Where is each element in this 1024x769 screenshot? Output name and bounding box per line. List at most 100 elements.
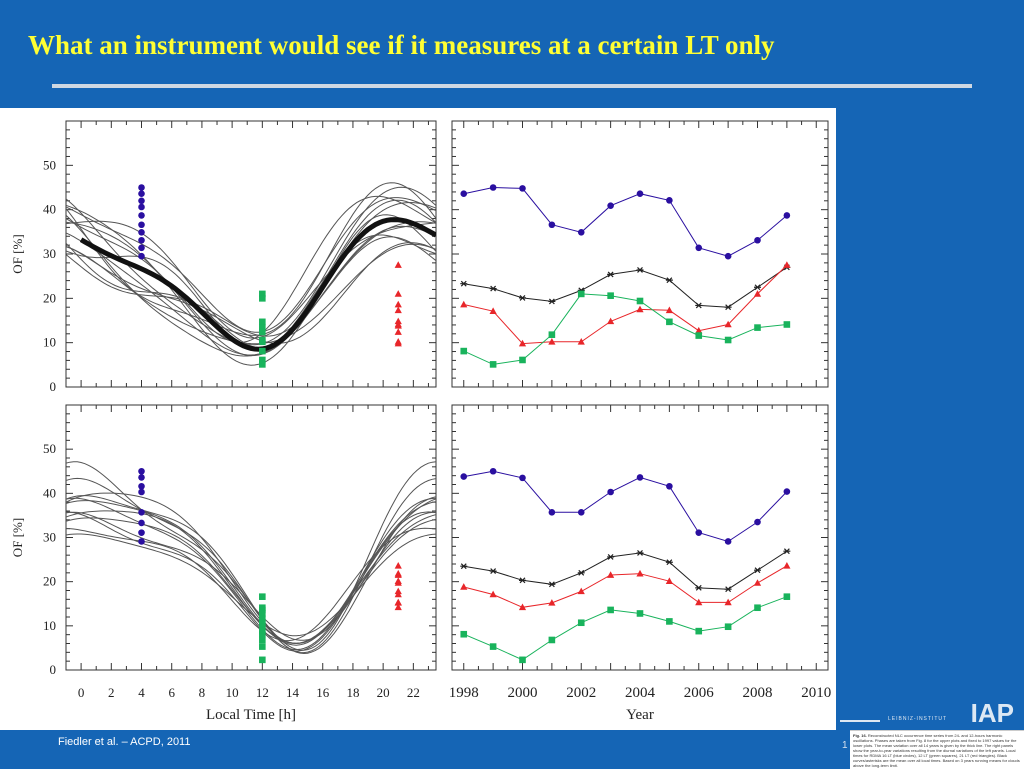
series-point-green	[783, 593, 791, 600]
mean-curve	[79, 217, 436, 352]
series-line-red	[463, 565, 788, 608]
lt-marker-green	[259, 615, 266, 623]
series-point-black	[695, 584, 703, 591]
series-point-red	[724, 320, 732, 328]
series-point-red	[607, 571, 615, 578]
series-point-black	[519, 294, 526, 301]
series-point-red	[518, 339, 527, 347]
lt-marker-blue	[138, 212, 145, 219]
series-point-green	[724, 623, 732, 631]
x-tick-label: 2	[108, 685, 115, 700]
lt-marker-red	[394, 590, 402, 598]
series-point-red	[636, 305, 644, 313]
lt-marker-blue	[138, 467, 145, 475]
lt-marker-blue	[138, 538, 145, 545]
y-axis-label: OF [%]	[10, 518, 25, 557]
y-tick-label: 10	[43, 335, 56, 350]
lt-marker-green	[259, 295, 266, 302]
logo-small-text: LEIBNIZ-INSTITUT	[888, 716, 948, 722]
institute-logo: LEIBNIZ-INSTITUT IAP	[840, 690, 1024, 730]
lt-marker-blue	[138, 236, 145, 244]
series-point-blue	[783, 212, 791, 219]
series-point-blue	[489, 467, 497, 475]
lt-marker-blue	[138, 509, 145, 516]
harmonic-curve	[66, 197, 436, 333]
lt-marker-blue	[138, 203, 145, 211]
series-point-green	[548, 636, 556, 644]
series-point-green	[577, 290, 585, 298]
series-point-green	[607, 292, 614, 299]
x-tick-label: 12	[256, 685, 269, 700]
series-point-red	[489, 307, 497, 314]
y-tick-label: 50	[43, 157, 56, 172]
x-tick-label: 2008	[743, 685, 773, 701]
y-tick-label: 50	[43, 441, 56, 456]
series-point-black	[665, 277, 673, 284]
x-tick-label: 0	[78, 685, 85, 700]
lt-marker-green	[259, 610, 266, 617]
series-point-blue	[724, 252, 732, 260]
x-tick-label: 1998	[449, 685, 479, 701]
series-point-green	[695, 332, 703, 339]
lt-marker-green	[259, 643, 266, 650]
y-tick-label: 10	[43, 618, 56, 633]
harmonic-curve	[66, 195, 436, 344]
harmonic-curve	[66, 500, 436, 646]
series-point-green	[724, 336, 732, 344]
lt-marker-red	[394, 599, 402, 606]
figure: 0 10 20 30 40 50 OF [%] 0 10 20 30 40 50 0 2 4 6 8 10 12 14 1…	[0, 108, 836, 730]
y-tick-label: 30	[43, 246, 56, 261]
lt-marker-green	[259, 347, 266, 355]
series-point-black	[607, 271, 615, 278]
slide-title: What an instrument would see if it measu…	[28, 30, 775, 60]
logo-divider	[840, 720, 880, 722]
lt-marker-blue	[138, 197, 145, 205]
series-point-blue	[754, 236, 761, 244]
series-point-red	[548, 337, 556, 345]
series-point-blue	[519, 185, 526, 192]
lt-marker-green	[259, 361, 266, 368]
y-tick-label: 20	[43, 574, 56, 589]
x-tick-label: 6	[168, 685, 175, 700]
x-tick-label: 18	[346, 685, 359, 700]
series-point-green	[666, 318, 673, 326]
x-tick-label: 10	[226, 685, 239, 700]
x-tick-label: 2010	[801, 685, 831, 701]
y-axis-label: OF [%]	[10, 234, 25, 273]
lt-marker-blue	[138, 482, 145, 490]
series-line-blue	[463, 186, 788, 257]
series-point-red	[665, 306, 673, 314]
series-point-green	[636, 610, 644, 617]
lt-marker-green	[259, 623, 266, 631]
lt-marker-blue	[138, 529, 145, 536]
series-point-black	[548, 581, 556, 588]
series-point-green	[636, 297, 644, 305]
series-point-green	[460, 630, 468, 638]
series-line-red	[463, 264, 788, 345]
harmonic-curve	[66, 243, 436, 345]
lt-marker-green	[259, 324, 266, 331]
series-point-blue	[607, 488, 614, 496]
lt-marker-green	[259, 619, 266, 627]
y-tick-label: 40	[43, 485, 56, 500]
series-point-blue	[754, 518, 761, 526]
series-point-blue	[666, 482, 673, 490]
footer-citation: Fiedler et al. – ACPD, 2011	[58, 736, 191, 748]
caption-fig-label: Fig. 16.	[853, 733, 867, 738]
lt-marker-green	[259, 593, 266, 600]
lt-marker-blue	[138, 519, 145, 527]
panel-frame-bottom-left	[65, 404, 437, 671]
series-point-red	[607, 317, 615, 325]
series-point-black	[636, 550, 644, 556]
series-point-green	[577, 619, 585, 627]
lt-marker-red	[394, 306, 402, 314]
series-point-green	[695, 627, 703, 635]
lt-marker-red	[394, 300, 402, 308]
lt-marker-blue	[138, 221, 145, 229]
harmonic-curve	[66, 510, 436, 644]
harmonic-curve	[66, 477, 436, 654]
series-point-green	[607, 606, 614, 614]
series-point-black	[548, 298, 556, 305]
series-point-black	[607, 554, 615, 560]
harmonic-curve	[66, 517, 436, 644]
